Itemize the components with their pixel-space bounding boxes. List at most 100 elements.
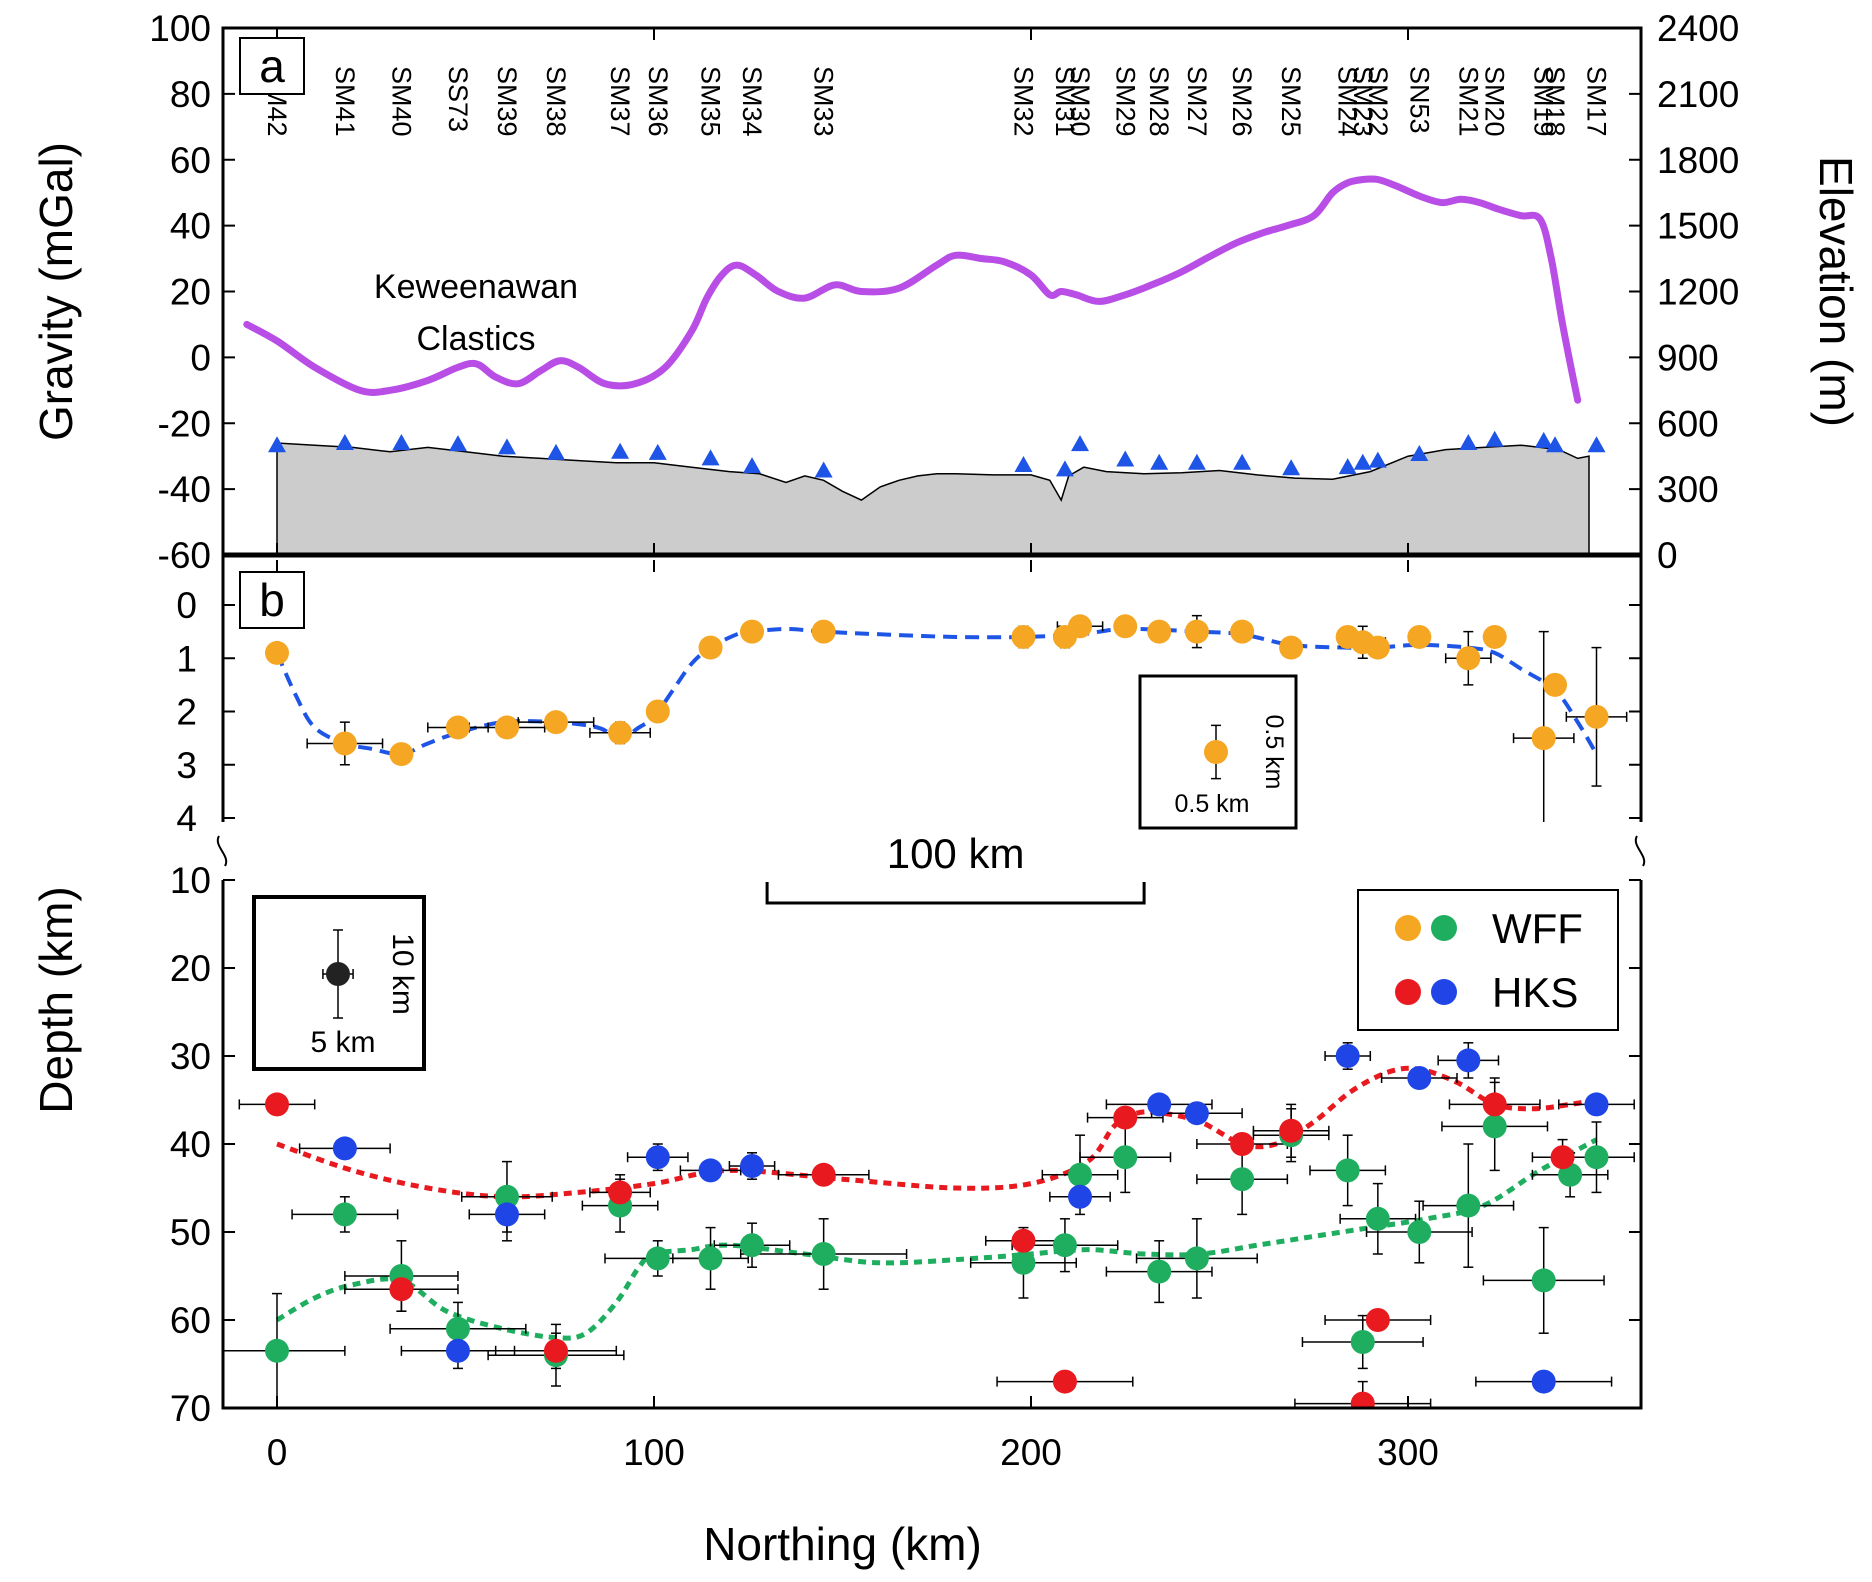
lower-point-hks [1230, 1132, 1255, 1156]
axis-break [1634, 835, 1646, 867]
lower-depth-tick-label: 30 [170, 1036, 211, 1077]
upper-point [1279, 635, 1304, 660]
station-label: SM25 [1276, 66, 1306, 137]
station-label: SM21 [1453, 66, 1483, 137]
lower-fit-line [275, 1137, 1598, 1341]
lower-point-wff [332, 1202, 357, 1227]
elevation-area [276, 442, 1590, 555]
lower-point-hks [698, 1158, 723, 1183]
legend-label: WFF [1492, 905, 1583, 952]
upper-point [494, 715, 519, 740]
station-label: SM19 [1529, 66, 1559, 137]
lower-point-wff [1068, 1162, 1093, 1187]
upper-depth-tick-label: 2 [176, 692, 197, 733]
station-marker [648, 443, 667, 460]
upper-point [1365, 635, 1390, 660]
gravity-line [243, 175, 1582, 404]
lower-point-wff [1113, 1145, 1138, 1170]
upper-point [332, 731, 357, 756]
axis-break [216, 835, 228, 867]
lower-point-wff [1230, 1167, 1255, 1192]
lower-point-wff [1147, 1259, 1172, 1284]
station-label: SM33 [809, 66, 839, 137]
station-marker [1338, 458, 1357, 475]
station-marker [743, 457, 762, 474]
scalebar-label: 100 km [887, 830, 1025, 877]
axis-ticks [223, 27, 1641, 1409]
lower-point-hks [543, 1338, 568, 1363]
station-marker [1187, 453, 1206, 470]
upper-point [1113, 614, 1138, 639]
lower-point-wff [811, 1242, 836, 1266]
station-marker [497, 438, 516, 455]
elevation-tick-label: 0 [1657, 535, 1678, 576]
x-axis-title: Northing (km) [703, 1518, 982, 1570]
upper-point [740, 619, 765, 644]
station-label: SM31 [1050, 66, 1080, 137]
upper-depth-tick-label: 0 [176, 585, 197, 626]
panel-a-gravity [243, 175, 1582, 404]
elevation-axis-title: Elevation (m) [1810, 156, 1862, 427]
lower-point-hks [389, 1277, 414, 1302]
upper-point [1011, 624, 1036, 649]
upper-point [1184, 619, 1209, 644]
station-marker [1116, 450, 1135, 467]
lower-point-wff [1584, 1145, 1609, 1170]
station-label: SM41 [330, 66, 360, 137]
station-marker [1014, 455, 1033, 472]
upper-point [1456, 646, 1481, 671]
upper-depth-tick-label: 4 [176, 798, 197, 839]
lower-point-hks [645, 1145, 670, 1170]
elevation-tick-label: 300 [1657, 469, 1719, 510]
upper-scale-h-label: 0.5 km [1174, 790, 1249, 818]
station-marker [546, 443, 565, 460]
upper-point [1068, 614, 1093, 639]
lower-fit-line [276, 1065, 1597, 1200]
lower-depth-tick-label: 10 [170, 860, 211, 901]
station-label: SM24 [1333, 66, 1363, 137]
elevation-tick-label: 2100 [1657, 74, 1739, 115]
lower-point-hks [740, 1154, 765, 1178]
station-label: SM37 [605, 66, 635, 137]
upper-point [389, 742, 414, 767]
lower-depth-tick-label: 70 [170, 1388, 211, 1429]
lower-point-wff [1531, 1268, 1556, 1293]
station-marker [701, 449, 720, 466]
elevation-tick-label: 600 [1657, 403, 1719, 444]
lower-point-hks [445, 1338, 470, 1363]
upper-point [608, 720, 633, 745]
panel-a-stations [268, 430, 1606, 478]
station-marker [335, 434, 354, 451]
lower-point-wff [1365, 1206, 1390, 1231]
station-marker [1233, 453, 1252, 470]
panel-b-label-box [239, 571, 305, 629]
lower-point-hks [1531, 1369, 1556, 1394]
gravity-tick-label: 20 [170, 272, 211, 313]
station-label: SM34 [737, 66, 767, 137]
lower-point-wff [1011, 1250, 1036, 1275]
panel-b-upper [265, 614, 1628, 822]
station-label: SM30 [1065, 66, 1095, 137]
lower-point-hks [1335, 1044, 1360, 1068]
lower-point-hks [1279, 1118, 1304, 1143]
gravity-tick-label: -60 [158, 535, 211, 576]
station-label: SM29 [1110, 66, 1140, 137]
lower-point-wff [1052, 1233, 1077, 1258]
lower-depth-tick-label: 60 [170, 1300, 211, 1341]
lower-point-hks [1147, 1092, 1172, 1117]
panel-a-topography [276, 442, 1590, 555]
lower-depth-tick-label: 20 [170, 948, 211, 989]
lower-point-hks [1407, 1066, 1432, 1090]
station-marker [1150, 453, 1169, 470]
gravity-tick-label: 40 [170, 206, 211, 247]
lower-point-hks [494, 1202, 519, 1227]
lower-point-wff [645, 1246, 670, 1271]
lower-point-wff [1335, 1158, 1360, 1183]
lower-point-hks [1584, 1092, 1609, 1117]
upper-point [1543, 672, 1568, 697]
depth-axis-title: Depth (km) [30, 886, 82, 1113]
lower-point-wff [1482, 1114, 1507, 1139]
panel-a-label: a [259, 40, 285, 92]
panel-b-label: b [259, 574, 285, 626]
